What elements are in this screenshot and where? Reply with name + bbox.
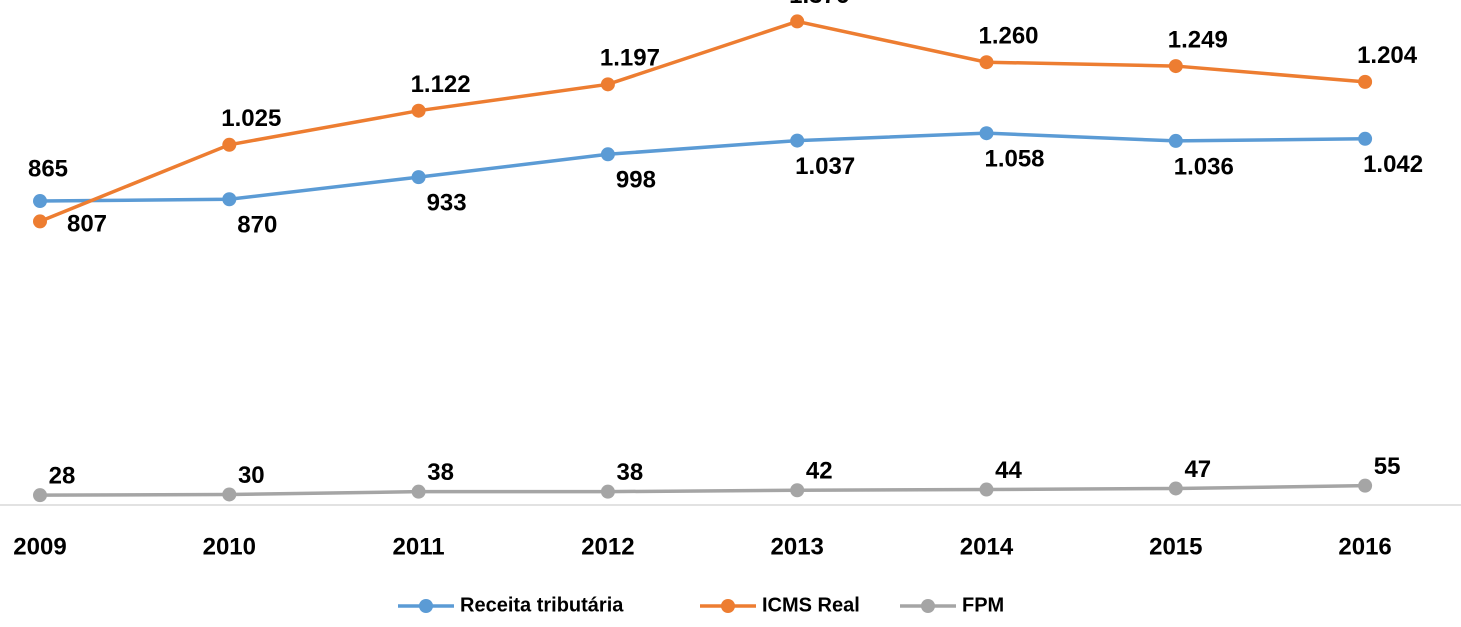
point	[222, 192, 237, 207]
point	[222, 137, 237, 152]
point	[411, 170, 426, 185]
point	[1358, 131, 1373, 146]
point	[1168, 481, 1183, 496]
legend-marker	[419, 599, 433, 613]
data-label: 47	[1184, 456, 1211, 483]
data-label: 933	[427, 189, 467, 216]
point	[790, 133, 805, 148]
data-label: 1.376	[789, 0, 849, 9]
data-label: 1.249	[1168, 26, 1228, 53]
legend-marker	[921, 599, 935, 613]
point	[1168, 59, 1183, 74]
point	[600, 484, 615, 499]
x-tick-label: 2009	[13, 533, 66, 560]
data-label: 1.058	[984, 146, 1044, 173]
data-label: 1.260	[978, 23, 1038, 50]
data-label: 1.204	[1357, 42, 1418, 69]
legend-label: Receita tributária	[460, 594, 624, 616]
data-label: 807	[67, 211, 107, 238]
x-tick-label: 2014	[960, 533, 1014, 560]
data-label: 42	[806, 458, 833, 485]
data-label: 998	[616, 167, 656, 194]
data-label: 1.122	[411, 71, 471, 98]
point	[600, 77, 615, 92]
data-label: 44	[995, 457, 1022, 484]
series-line	[39, 483, 1366, 497]
point	[411, 103, 426, 118]
point	[1168, 133, 1183, 148]
data-label: 1.036	[1174, 153, 1234, 180]
point	[790, 483, 805, 498]
data-label: 55	[1374, 453, 1401, 480]
point	[33, 488, 47, 503]
x-tick-label: 2012	[581, 533, 634, 560]
legend-label: FPM	[962, 594, 1004, 616]
point	[1358, 74, 1373, 89]
data-label: 38	[427, 459, 454, 486]
x-tick-label: 2016	[1338, 533, 1391, 560]
point	[1358, 478, 1373, 493]
legend-label: ICMS Real	[762, 594, 860, 616]
data-label: 865	[28, 155, 68, 182]
point	[790, 14, 805, 29]
data-label: 28	[49, 463, 76, 490]
x-tick-label: 2013	[771, 533, 824, 560]
data-label: 1.197	[600, 45, 660, 72]
data-label: 1.025	[221, 105, 281, 132]
data-label: 1.037	[795, 153, 855, 180]
point	[411, 484, 426, 499]
x-tick-label: 2010	[203, 533, 256, 560]
data-label: 1.042	[1363, 151, 1423, 178]
data-label: 38	[617, 459, 644, 486]
point	[979, 55, 994, 70]
series-line	[39, 19, 1366, 224]
point	[222, 487, 237, 502]
data-label: 870	[237, 212, 277, 239]
data-label: 30	[238, 462, 265, 489]
x-tick-label: 2015	[1149, 533, 1202, 560]
series-line	[39, 131, 1366, 203]
point	[33, 214, 47, 229]
point	[600, 147, 615, 162]
legend-marker	[721, 599, 735, 613]
point	[979, 126, 994, 141]
point	[979, 482, 994, 497]
x-tick-label: 2011	[393, 533, 445, 560]
point	[33, 194, 47, 209]
